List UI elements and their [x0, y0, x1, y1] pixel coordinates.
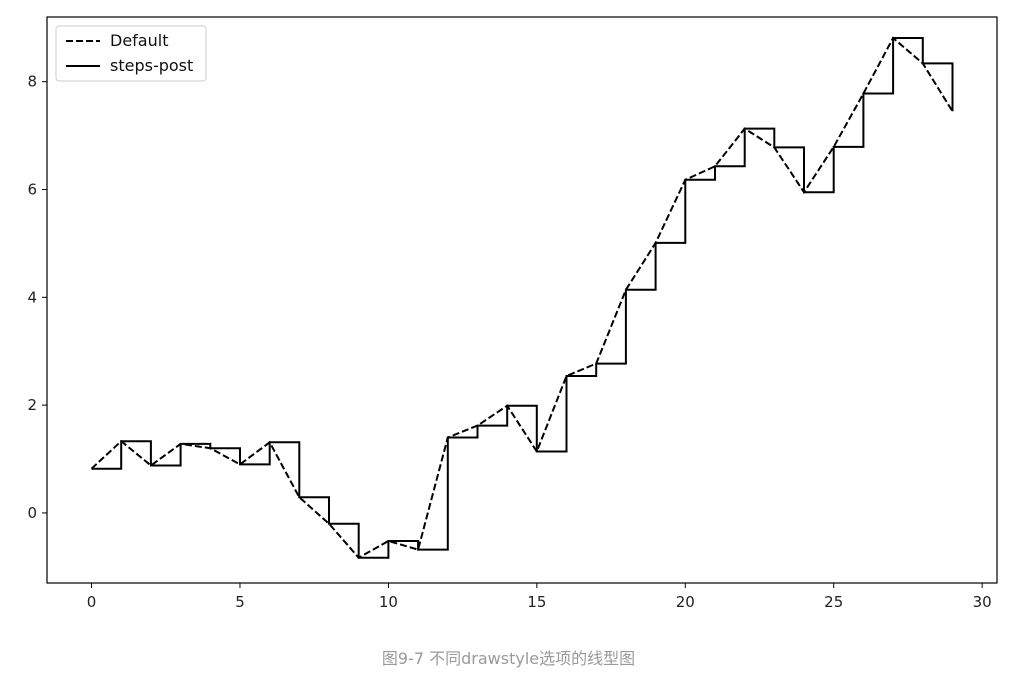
legend: Default steps-post	[55, 25, 207, 82]
series-line-steps-post	[91, 37, 954, 559]
y-axis: 0 2 4 6 8	[27, 73, 47, 522]
x-axis: 0 5 10 15 20 25 30	[87, 583, 992, 611]
y-tick-label: 2	[27, 396, 37, 414]
x-tick-label: 5	[235, 593, 245, 611]
y-tick-label: 6	[27, 180, 37, 198]
x-tick-label: 15	[527, 593, 546, 611]
legend-label-default: Default	[110, 31, 168, 50]
x-tick-label: 10	[379, 593, 398, 611]
line-chart: 0 5 10 15 20 25 30 0 2 4 6 8 Default steps-post	[27, 16, 998, 611]
x-tick-label: 30	[973, 593, 992, 611]
x-tick-label: 20	[676, 593, 695, 611]
legend-label-steps-post: steps-post	[110, 56, 193, 75]
figure-caption: 图9-7 不同drawstyle选项的线型图	[381, 649, 636, 668]
x-tick-label: 25	[824, 593, 843, 611]
legend-box	[55, 25, 207, 82]
plot-frame	[46, 16, 998, 584]
y-tick-label: 4	[27, 288, 37, 306]
x-tick-label: 0	[87, 593, 97, 611]
series-layer	[90, 36, 954, 559]
y-tick-label: 8	[27, 73, 37, 91]
series-line-default	[90, 36, 954, 559]
y-tick-label: 0	[27, 504, 37, 522]
